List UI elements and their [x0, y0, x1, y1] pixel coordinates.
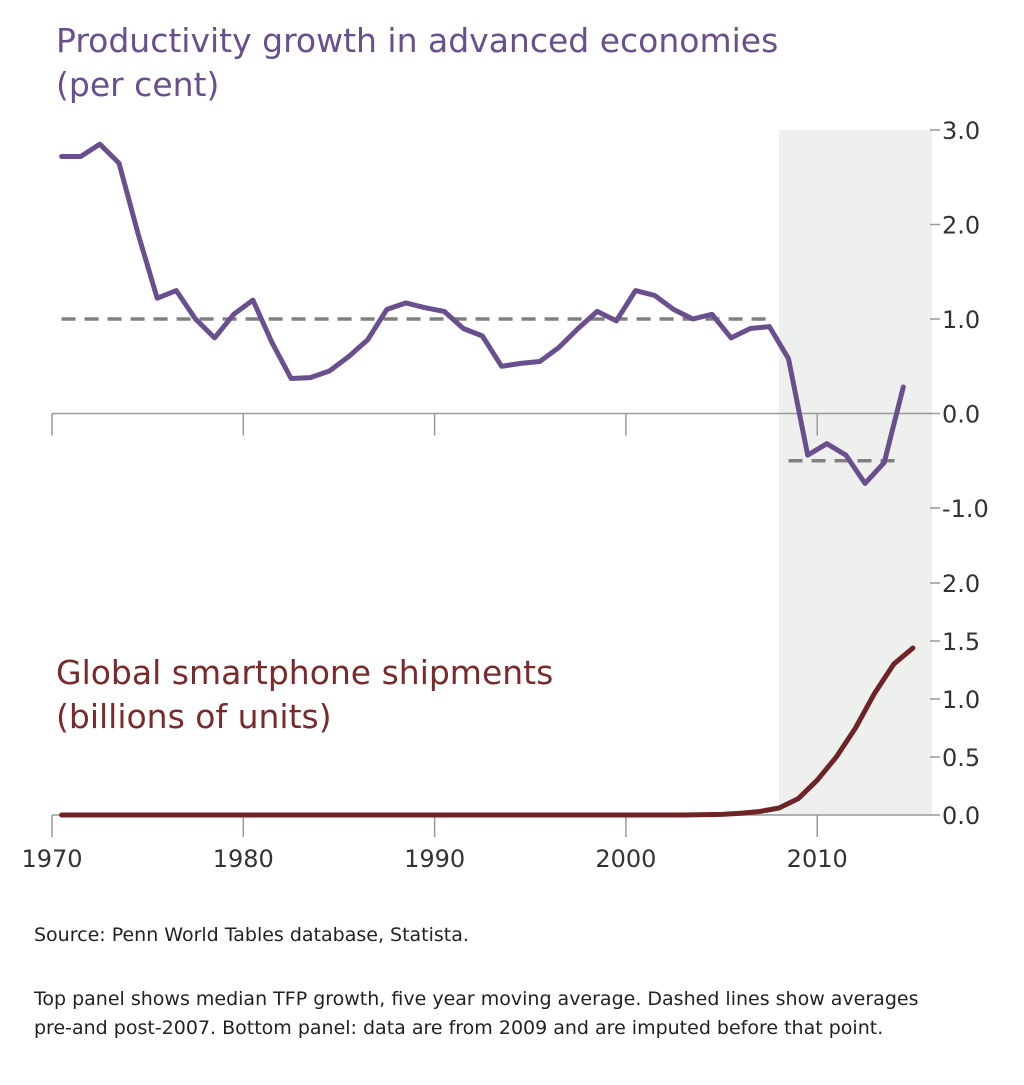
top-panel: Productivity growth in advanced economie… [51, 21, 989, 523]
bottom-subtitle: (billions of units) [56, 697, 332, 736]
footnote-line-1: Top panel shows median TFP growth, five … [33, 988, 918, 1010]
top-ytick-label: 0.0 [942, 401, 980, 429]
top-series-line [59, 141, 906, 486]
bottom-panel: Global smartphone shipments (billions of… [21, 570, 980, 873]
bottom-title: Global smartphone shipments [56, 653, 553, 692]
x-tick-label: 2010 [787, 845, 848, 873]
x-tick-label: 1970 [21, 845, 82, 873]
bottom-ytick-label: 0.5 [942, 744, 980, 772]
top-ytick-label: 1.0 [942, 306, 980, 334]
top-ytick-label: 2.0 [942, 212, 980, 240]
footnote-line-2: pre-and post-2007. Bottom panel: data ar… [34, 1017, 883, 1039]
top-ytick-label: 3.0 [942, 117, 980, 145]
x-tick-label: 1990 [404, 845, 465, 873]
top-title: Productivity growth in advanced economie… [56, 21, 778, 60]
x-tick-label: 2000 [595, 845, 656, 873]
top-subtitle: (per cent) [56, 65, 219, 104]
bottom-ytick-label: 1.5 [942, 628, 980, 656]
source-note: Source: Penn World Tables database, Stat… [34, 924, 469, 946]
bottom-ytick-label: 1.0 [942, 686, 980, 714]
bottom-series-line [59, 645, 916, 818]
x-tick-label: 1980 [213, 845, 274, 873]
bottom-ytick-label: 2.0 [942, 570, 980, 598]
bottom-ytick-label: 0.0 [942, 802, 980, 830]
top-ytick-label: -1.0 [942, 495, 989, 523]
